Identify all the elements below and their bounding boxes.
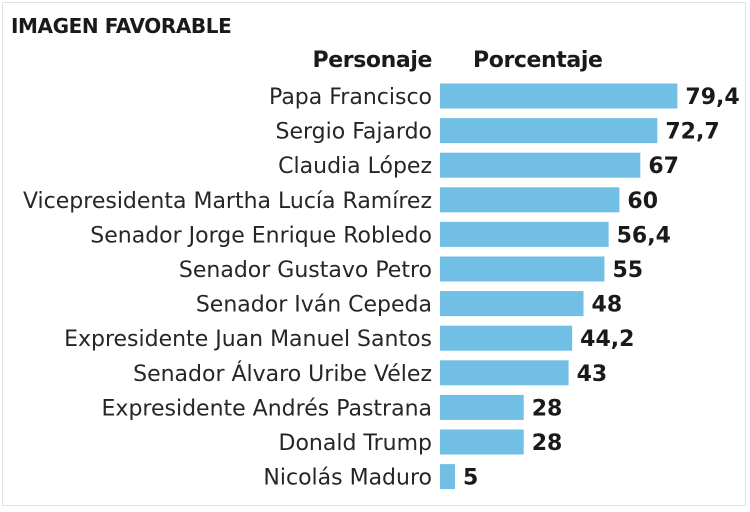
value-label: 5 — [463, 466, 478, 491]
category-label: Senador Álvaro Uribe Vélez — [133, 361, 432, 387]
category-column-header: Personaje — [312, 48, 433, 73]
value-label: 44,2 — [580, 327, 634, 352]
category-label: Donald Trump — [279, 431, 432, 456]
bar — [440, 256, 605, 282]
bar — [440, 83, 678, 109]
value-label: 60 — [627, 189, 658, 214]
value-label: 28 — [532, 396, 563, 421]
category-label: Senador Gustavo Petro — [179, 258, 432, 283]
bar — [440, 187, 620, 213]
value-column-header: Porcentaje — [473, 48, 603, 73]
bar — [440, 429, 524, 455]
value-label: 56,4 — [617, 223, 671, 248]
category-label: Expresidente Andrés Pastrana — [102, 396, 432, 421]
value-label: 28 — [532, 431, 563, 456]
category-label: Expresidente Juan Manuel Santos — [64, 327, 432, 352]
value-label: 67 — [648, 154, 679, 179]
bar — [440, 325, 573, 351]
value-label: 43 — [577, 362, 608, 387]
bar — [440, 291, 584, 317]
bar — [440, 118, 658, 144]
category-label: Claudia López — [278, 154, 432, 179]
value-label: 48 — [592, 293, 623, 318]
category-label: Nicolás Maduro — [263, 466, 432, 491]
category-label: Senador Jorge Enrique Robledo — [90, 223, 432, 248]
bar — [440, 394, 524, 420]
chart-title: IMAGEN FAVORABLE — [11, 14, 232, 38]
bar — [440, 152, 641, 178]
value-label: 55 — [612, 258, 643, 283]
bar — [440, 221, 609, 247]
category-label: Senador Iván Cepeda — [196, 293, 432, 318]
bar — [440, 360, 569, 386]
category-label: Sergio Fajardo — [276, 120, 432, 145]
value-label: 79,4 — [685, 85, 739, 110]
category-label: Papa Francisco — [269, 85, 432, 110]
category-label: Vicepresidenta Martha Lucía Ramírez — [23, 189, 432, 214]
bar — [440, 464, 455, 490]
value-label: 72,7 — [665, 120, 719, 145]
